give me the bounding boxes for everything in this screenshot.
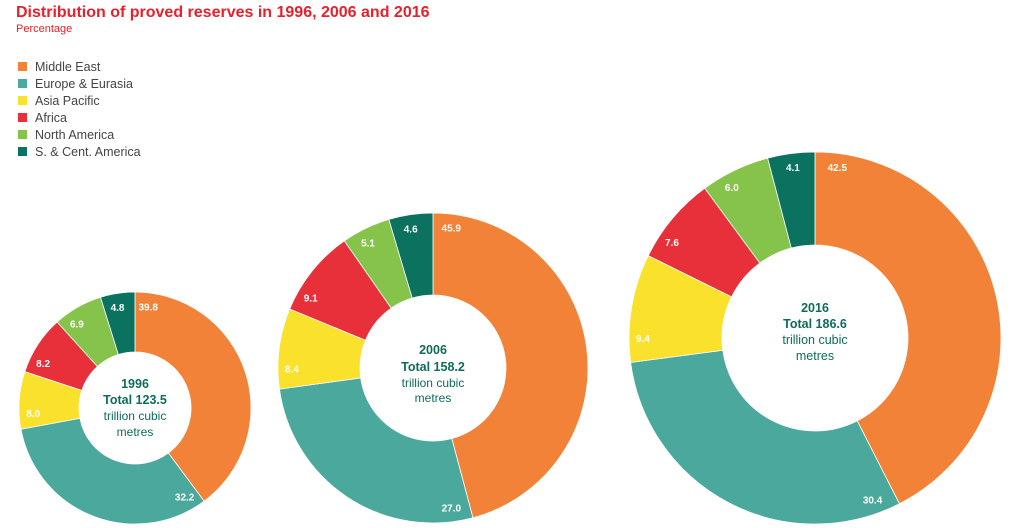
center-total: Total 186.6 xyxy=(783,317,847,331)
legend-swatch xyxy=(18,113,27,122)
center-total: Total 158.2 xyxy=(401,360,465,374)
donut-1996: 39.8 32.2 8.0 8.2 6.9 4.8 1996 Total 123.5 trill… xyxy=(18,291,252,525)
data-label: 27.0 xyxy=(442,503,462,514)
data-label: 8.4 xyxy=(285,364,299,375)
data-label: 9.4 xyxy=(636,334,650,345)
data-label: 45.9 xyxy=(442,224,462,235)
slice-europe-eurasia xyxy=(278,377,474,524)
data-label: 6.0 xyxy=(725,183,739,194)
slice-s-cent-america xyxy=(767,151,816,249)
legend-item: Europe & Eurasia xyxy=(18,75,141,92)
legend-label: North America xyxy=(35,127,115,142)
chart-subtitle: Percentage xyxy=(16,23,73,35)
data-label: 8.0 xyxy=(26,409,40,420)
slice-s-cent-america xyxy=(100,291,136,356)
slice-middle-east xyxy=(134,291,252,502)
legend: Middle East Europe & Eurasia Asia Pacifi… xyxy=(18,58,141,160)
data-label: 4.1 xyxy=(786,163,800,174)
data-label: 42.5 xyxy=(828,163,848,174)
slice-europe-eurasia xyxy=(630,349,900,525)
slice-s-cent-america xyxy=(388,212,434,299)
center-year: 2016 xyxy=(801,301,829,315)
center-unit: trillion cubic xyxy=(104,409,167,423)
center-unit: metres xyxy=(117,425,154,439)
legend-item: North America xyxy=(18,126,141,143)
legend-swatch xyxy=(18,62,27,71)
slice-middle-east xyxy=(814,151,1002,505)
legend-swatch xyxy=(18,147,27,156)
legend-item: S. & Cent. America xyxy=(18,143,141,160)
legend-label: Europe & Eurasia xyxy=(35,76,133,91)
center-unit: metres xyxy=(796,349,834,363)
data-label: 6.9 xyxy=(70,320,84,331)
slice-europe-eurasia xyxy=(20,417,205,525)
center-year: 2006 xyxy=(419,343,447,357)
legend-label: Middle East xyxy=(35,59,101,74)
center-unit: metres xyxy=(415,391,452,405)
slice-middle-east xyxy=(432,212,589,519)
data-label: 32.2 xyxy=(175,493,195,504)
legend-label: Asia Pacific xyxy=(35,93,100,108)
data-label: 4.6 xyxy=(404,224,418,235)
data-label: 4.8 xyxy=(111,303,125,314)
center-unit: trillion cubic xyxy=(782,333,847,347)
donut-2016: 42.5 30.4 9.4 7.6 6.0 4.1 2016 Total 186.6 trill… xyxy=(628,151,1002,525)
data-label: 39.8 xyxy=(138,302,158,313)
data-label: 9.1 xyxy=(304,293,318,304)
data-label: 30.4 xyxy=(863,496,883,507)
legend-item: Asia Pacific xyxy=(18,92,141,109)
center-year: 1996 xyxy=(121,377,149,391)
chart-title: Distribution of proved reserves in 1996,… xyxy=(16,4,430,21)
legend-item: Middle East xyxy=(18,58,141,75)
legend-swatch xyxy=(18,130,27,139)
center-total: Total 123.5 xyxy=(103,393,167,407)
legend-label: S. & Cent. America xyxy=(35,144,141,159)
legend-swatch xyxy=(18,79,27,88)
legend-item: Africa xyxy=(18,109,141,126)
donut-2006: 45.9 27.0 8.4 9.1 5.1 4.6 2006 Total 158.2 trill… xyxy=(277,212,589,524)
center-unit: trillion cubic xyxy=(402,376,465,390)
legend-swatch xyxy=(18,96,27,105)
data-label: 5.1 xyxy=(361,238,375,249)
data-label: 8.2 xyxy=(36,359,50,370)
legend-label: Africa xyxy=(35,110,67,125)
data-label: 7.6 xyxy=(665,238,679,249)
